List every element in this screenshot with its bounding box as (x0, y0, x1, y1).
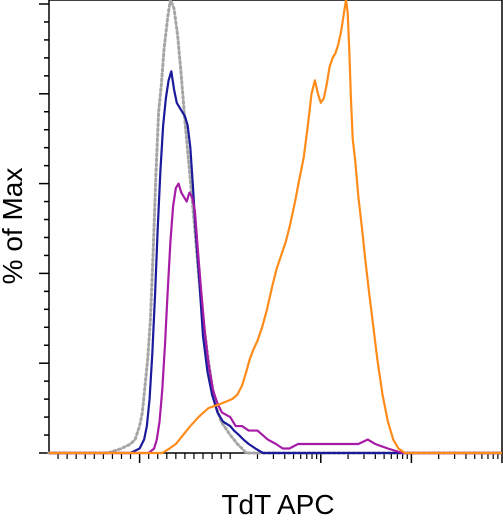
histogram-series-2 (49, 70, 502, 455)
series-layer (47, 0, 503, 455)
y-axis-ticks (39, 3, 49, 454)
histogram-series-4 (49, 0, 502, 455)
plot-area (48, 0, 503, 454)
x-axis-ticks (57, 453, 503, 463)
x-axis-title: TdT APC (221, 489, 334, 520)
y-axis-title: % of Max (0, 168, 28, 285)
histogram-series-1 (47, 0, 503, 455)
histogram-series-3 (49, 182, 502, 455)
